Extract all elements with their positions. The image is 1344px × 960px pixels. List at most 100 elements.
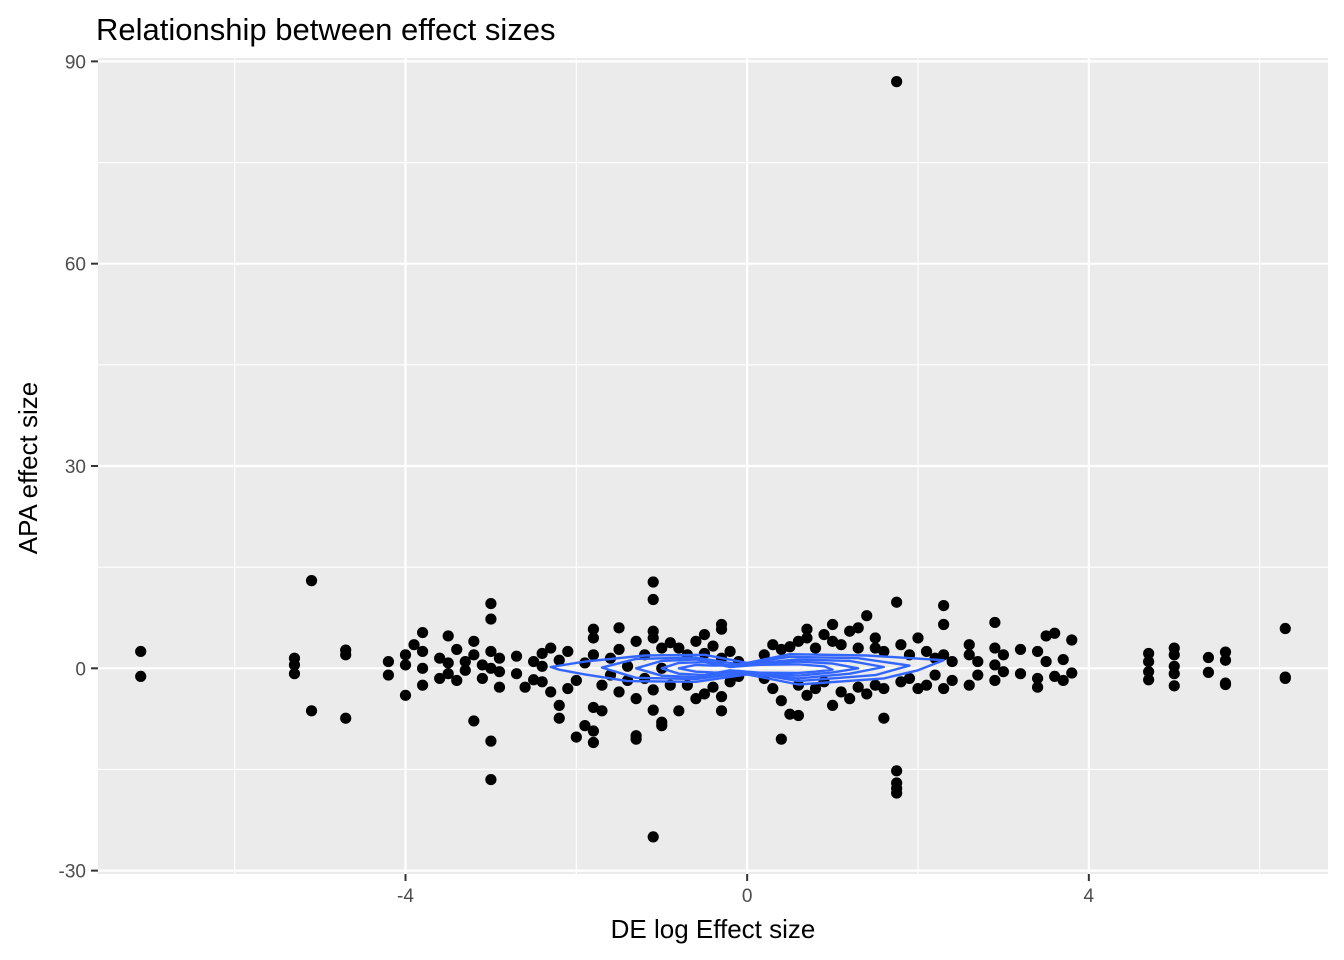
data-point <box>792 709 805 722</box>
data-point <box>519 681 531 693</box>
data-point <box>809 682 822 695</box>
data-point <box>1202 651 1215 664</box>
data-point <box>485 645 497 658</box>
data-point <box>468 715 480 727</box>
data-point <box>485 773 497 786</box>
data-point <box>844 693 856 705</box>
data-point <box>818 628 830 641</box>
data-point <box>288 659 301 671</box>
data-point <box>545 686 557 698</box>
major-gridlines <box>98 58 1328 874</box>
data-point <box>826 699 839 712</box>
data-point <box>1279 672 1291 685</box>
data-point <box>587 649 600 661</box>
data-point <box>1143 655 1155 668</box>
data-point <box>536 676 548 688</box>
data-point <box>528 655 540 668</box>
data-point <box>878 712 890 724</box>
data-point <box>596 679 608 691</box>
x-axis-title: DE log Effect size <box>611 914 816 944</box>
data-point <box>587 736 600 749</box>
data-point <box>305 705 318 717</box>
data-point <box>690 693 702 705</box>
data-point <box>758 649 770 661</box>
data-point <box>416 645 429 658</box>
data-point <box>1219 678 1232 691</box>
data-point <box>340 649 352 661</box>
data-point <box>869 642 881 654</box>
data-point <box>459 655 471 668</box>
data-point <box>852 622 864 634</box>
data-point <box>707 640 719 652</box>
data-point <box>664 637 676 649</box>
data-point <box>510 668 523 680</box>
data-point <box>340 712 352 724</box>
density-contour <box>634 658 885 680</box>
data-point <box>1057 674 1069 687</box>
data-point <box>835 686 847 698</box>
data-point <box>1014 668 1027 680</box>
data-point <box>135 645 147 658</box>
data-point <box>562 645 574 658</box>
data-point <box>408 639 420 651</box>
data-point <box>775 733 787 745</box>
data-point <box>767 639 779 651</box>
data-point <box>920 645 933 658</box>
data-point <box>647 831 659 843</box>
data-point <box>647 593 659 606</box>
data-point <box>442 630 454 642</box>
data-point <box>938 599 950 612</box>
y-tick-label: 60 <box>65 255 86 276</box>
data-point <box>852 681 864 693</box>
data-point <box>382 655 395 668</box>
data-point <box>989 616 1001 629</box>
data-point <box>801 623 813 635</box>
data-point <box>459 664 471 676</box>
data-point <box>613 622 625 634</box>
data-point <box>707 681 719 693</box>
data-point <box>468 635 480 647</box>
data-point <box>613 686 625 698</box>
density-contour <box>600 655 911 683</box>
data-point <box>476 672 488 685</box>
data-point <box>938 682 950 695</box>
data-point <box>963 679 975 691</box>
data-point <box>647 704 659 716</box>
data-point <box>1031 681 1044 693</box>
data-point <box>493 652 506 664</box>
data-point <box>399 689 412 701</box>
data-point <box>972 655 984 668</box>
data-point <box>844 625 856 637</box>
data-point <box>1219 654 1232 666</box>
data-point <box>587 725 600 737</box>
data-point <box>912 632 924 644</box>
data-point <box>476 659 488 671</box>
data-point <box>989 642 1001 654</box>
data-point <box>135 670 147 683</box>
data-point <box>920 679 933 691</box>
data-point <box>826 618 839 631</box>
data-point <box>801 632 813 644</box>
data-point <box>647 684 659 696</box>
data-point <box>784 641 796 653</box>
data-point <box>891 596 903 608</box>
data-point <box>399 659 412 671</box>
data-point <box>553 699 565 712</box>
data-point <box>630 693 642 705</box>
data-point <box>553 654 565 666</box>
density-contour <box>549 653 945 686</box>
data-point <box>630 635 642 647</box>
data-point <box>553 712 565 724</box>
data-point <box>698 688 711 700</box>
data-point <box>451 643 463 656</box>
data-point <box>767 682 779 695</box>
data-point <box>997 649 1010 661</box>
data-point <box>442 657 454 669</box>
data-point <box>1040 630 1052 642</box>
data-point <box>698 628 711 641</box>
data-point <box>809 642 822 654</box>
data-point <box>1168 680 1180 692</box>
data-point <box>673 642 685 654</box>
x-tick-label: -4 <box>397 886 414 907</box>
